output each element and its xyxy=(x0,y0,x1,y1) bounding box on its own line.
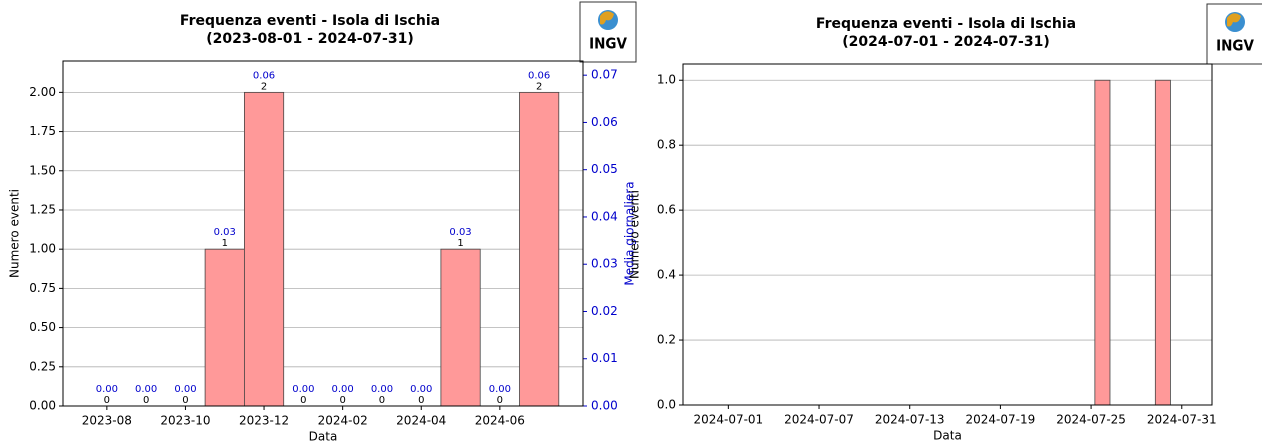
bar xyxy=(440,248,481,407)
y2-value-label: 0.03 xyxy=(214,227,236,238)
x-axis-label: Data xyxy=(933,429,962,443)
bar xyxy=(1094,79,1111,406)
y2-value-label: 0.00 xyxy=(96,384,118,395)
chart-title: Frequenza eventi - Isola di Ischia xyxy=(180,13,440,29)
bar-value-label: 0 xyxy=(143,395,149,406)
y-axis-label: Numero eventi xyxy=(8,189,22,278)
y2-value-label: 0.00 xyxy=(135,384,157,395)
y2-value-label: 0.00 xyxy=(371,384,393,395)
y-tick-label: 1.00 xyxy=(29,242,56,256)
bar-value-label: 1 xyxy=(222,238,228,249)
bar-value-label: 0 xyxy=(379,395,385,406)
y-tick-label: 0.0 xyxy=(657,398,676,412)
x-tick-label: 2024-07-31 xyxy=(1147,413,1217,427)
x-axis-label: Data xyxy=(309,430,338,443)
y2-value-label: 0.06 xyxy=(253,70,275,81)
bar-value-label: 0 xyxy=(300,395,306,406)
y-tick-label: 1.50 xyxy=(29,163,56,177)
y-tick-label: 1.25 xyxy=(29,202,56,216)
bar xyxy=(1154,79,1171,406)
bar-value-label: 0 xyxy=(104,395,110,406)
y-tick-label: 0.50 xyxy=(29,320,56,334)
bar xyxy=(519,91,560,407)
y-tick-label: 1.0 xyxy=(657,73,676,87)
y2-value-label: 0.06 xyxy=(528,70,550,81)
x-tick-label: 2024-07-25 xyxy=(1056,413,1126,427)
y2-value-label: 0.03 xyxy=(449,227,471,238)
y-tick-label: 0.2 xyxy=(657,333,676,347)
x-tick-label: 2024-07-07 xyxy=(784,413,854,427)
chart-subtitle: (2023-08-01 - 2024-07-31) xyxy=(206,31,413,47)
plot-frame xyxy=(682,63,1213,406)
y-tick-label: 0.00 xyxy=(29,399,56,413)
y2-tick-label: 0.00 xyxy=(591,399,618,413)
y-tick-label: 0.4 xyxy=(657,268,676,282)
y-tick-label: 0.25 xyxy=(29,359,56,373)
bar-value-label: 0 xyxy=(339,395,345,406)
x-tick-label: 2024-07-13 xyxy=(875,413,945,427)
bar-value-label: 2 xyxy=(536,81,542,92)
y2-value-label: 0.00 xyxy=(332,384,354,395)
y2-value-label: 0.00 xyxy=(410,384,432,395)
bar-value-label: 1 xyxy=(457,238,463,249)
y2-tick-label: 0.03 xyxy=(591,257,618,271)
logo-globe-land xyxy=(1227,13,1241,27)
bar-value-label: 0 xyxy=(418,395,424,406)
y-tick-label: 0.6 xyxy=(657,203,676,217)
x-tick-label: 2023-08 xyxy=(82,414,132,428)
y2-tick-label: 0.05 xyxy=(591,162,618,176)
x-tick-label: 2023-12 xyxy=(239,414,289,428)
y2-tick-label: 0.02 xyxy=(591,304,618,318)
y2-value-label: 0.00 xyxy=(292,384,314,395)
x-tick-label: 2024-07-19 xyxy=(966,413,1036,427)
bar xyxy=(204,248,245,407)
y2-value-label: 0.00 xyxy=(174,384,196,395)
bar-value-label: 0 xyxy=(182,395,188,406)
x-tick-label: 2024-07-01 xyxy=(693,413,763,427)
y-axis-label: Numero eventi xyxy=(628,190,642,279)
x-tick-label: 2023-10 xyxy=(160,414,210,428)
logo-text: INGV xyxy=(589,35,627,53)
chart-title: Frequenza eventi - Isola di Ischia xyxy=(816,16,1076,32)
bar xyxy=(243,91,285,407)
y2-value-label: 0.00 xyxy=(489,384,511,395)
bar-value-label: 2 xyxy=(261,81,267,92)
logo-text: INGV xyxy=(1216,37,1254,55)
chart: Frequenza eventi - Isola di Ischia (2023-… xyxy=(8,1,637,443)
y2-tick-label: 0.07 xyxy=(591,68,618,82)
y-tick-label: 2.00 xyxy=(29,85,56,99)
y2-tick-label: 0.04 xyxy=(591,209,618,223)
plot-frame xyxy=(62,60,584,407)
chart: Frequenza eventi - Isola di Ischia (2024-… xyxy=(628,3,1262,443)
logo-globe-land xyxy=(600,11,614,25)
x-tick-label: 2024-04 xyxy=(396,414,446,428)
y-tick-label: 0.75 xyxy=(29,281,56,295)
y-tick-label: 0.8 xyxy=(657,138,676,152)
y2-axis-label: Media giornaliera xyxy=(623,181,637,285)
y2-tick-label: 0.01 xyxy=(591,351,618,365)
x-tick-label: 2024-06 xyxy=(475,414,525,428)
bar-value-label: 0 xyxy=(497,395,503,406)
y2-tick-label: 0.06 xyxy=(591,115,618,129)
y-tick-label: 1.75 xyxy=(29,124,56,138)
x-tick-label: 2024-02 xyxy=(318,414,368,428)
chart-subtitle: (2024-07-01 - 2024-07-31) xyxy=(842,34,1049,50)
